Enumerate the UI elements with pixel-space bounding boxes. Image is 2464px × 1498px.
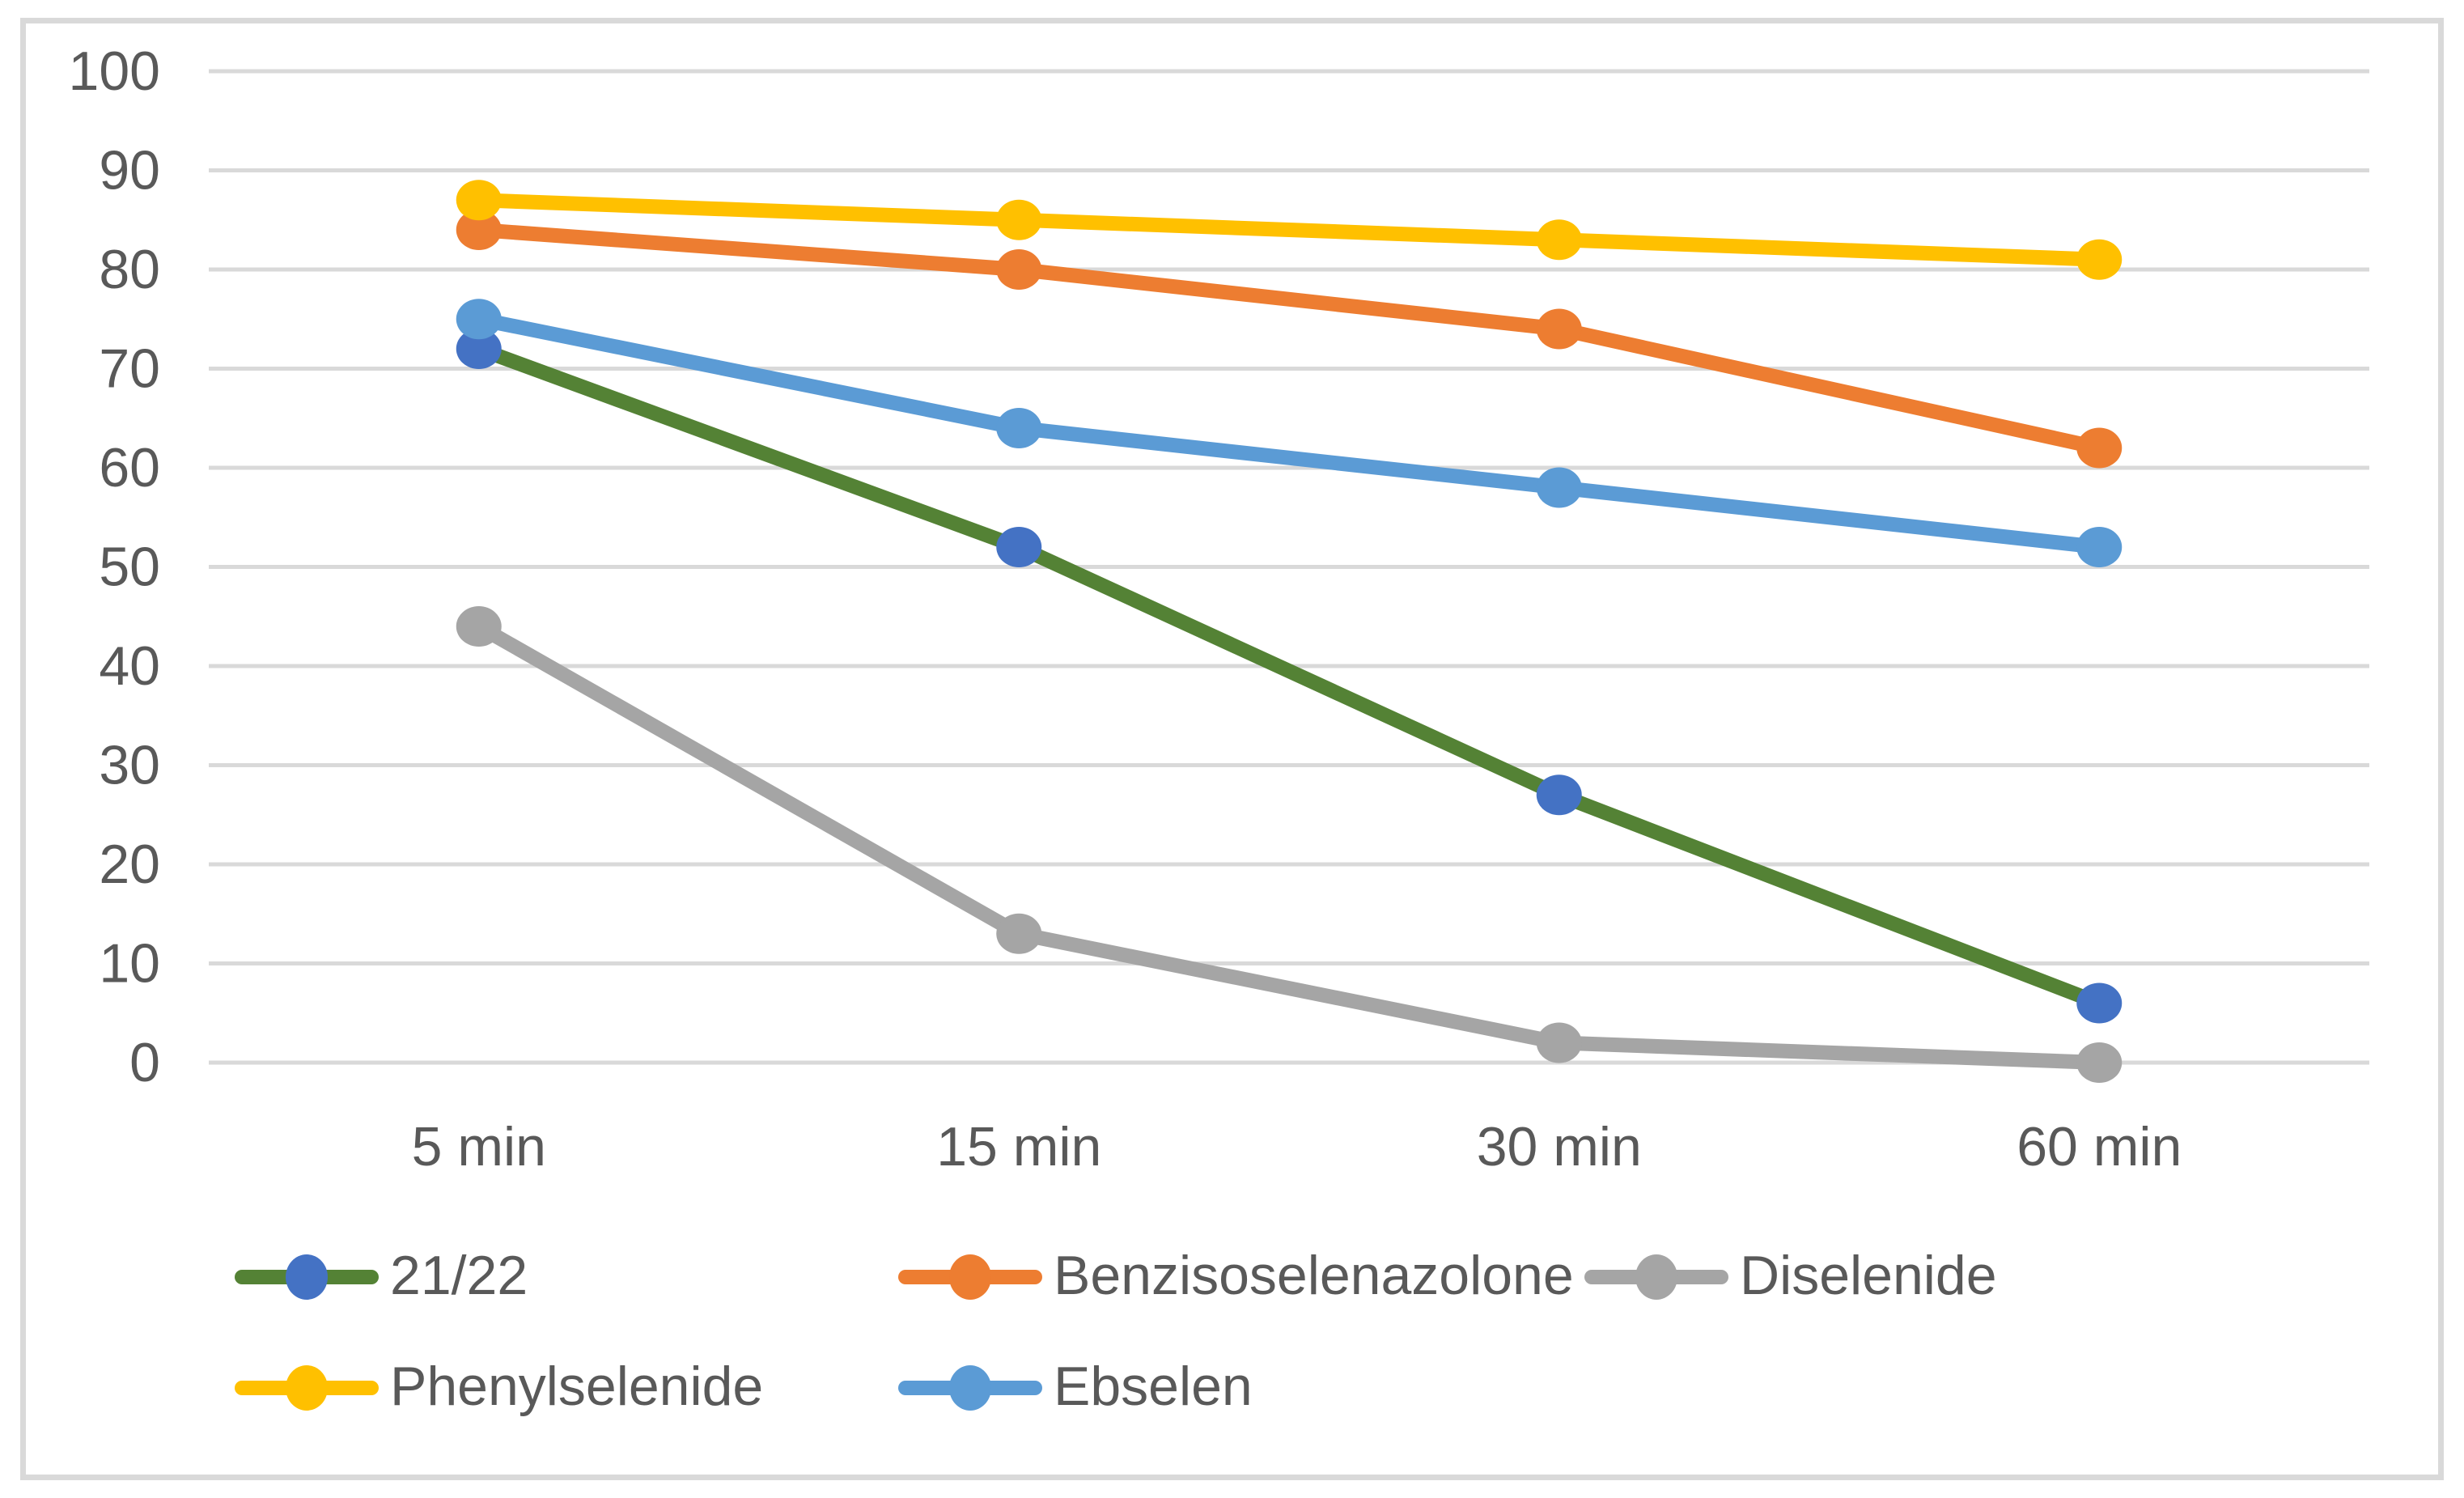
legend-item-ebselen: Ebselen [898, 1359, 1253, 1417]
y-axis-label-100: 100 [69, 40, 160, 102]
legend-item-benzisoselenazolone: Benzisoselenazolone [898, 1248, 1574, 1306]
series-line-phenylselenide [471, 193, 2107, 267]
data-point-diselenide-15-min [996, 913, 1042, 954]
data-point-ebselen-5-min [456, 299, 502, 340]
data-point-21-22-30-min [1536, 774, 1582, 816]
legend-item-diselenide: Diselenide [1584, 1248, 1997, 1306]
y-axis-label-90: 90 [99, 140, 160, 202]
legend-label: Diselenide [1740, 1245, 1997, 1306]
legend-marker-dot [1635, 1254, 1677, 1300]
series-line-benzisoselenazolone [471, 223, 2107, 456]
legend-swatch-diselenide [1584, 1254, 1728, 1300]
data-point-ebselen-60-min [2076, 527, 2123, 567]
data-point-phenylselenide-60-min [2076, 239, 2123, 280]
data-point-diselenide-60-min [2076, 1042, 2123, 1083]
data-point-benzisoselenazolone-5-min [456, 210, 502, 250]
x-axis-label-15-min: 15 min [936, 1116, 1101, 1178]
data-point-phenylselenide-15-min [996, 199, 1042, 240]
x-axis-label-30-min: 30 min [1477, 1116, 1642, 1178]
legend-swatch-benzisoselenazolone [898, 1254, 1042, 1300]
y-axis-label-40: 40 [99, 635, 160, 697]
data-point-benzisoselenazolone-15-min [996, 249, 1042, 290]
y-axis-label-70: 70 [99, 338, 160, 400]
y-axis-label-0: 0 [129, 1032, 160, 1093]
legend-swatch-ebselen [898, 1365, 1042, 1411]
data-point-phenylselenide-5-min [456, 180, 502, 221]
legend-label: 21/22 [390, 1245, 528, 1306]
data-point-21-22-5-min [456, 329, 502, 369]
x-axis-label-60-min: 60 min [2017, 1116, 2182, 1178]
series-line-ebselen [471, 312, 2107, 554]
data-point-benzisoselenazolone-30-min [1536, 308, 1582, 350]
legend-swatch-phenylselenide [235, 1365, 379, 1411]
series-line-diselenide [471, 619, 2107, 1070]
y-axis-label-60: 60 [99, 437, 160, 499]
data-point-diselenide-5-min [456, 606, 502, 647]
y-axis-label-30: 30 [99, 735, 160, 796]
legend-marker-dot [949, 1365, 991, 1411]
data-point-benzisoselenazolone-60-min [2076, 427, 2123, 469]
data-point-ebselen-15-min [996, 408, 1042, 448]
legend-item-21-22: 21/22 [235, 1248, 528, 1306]
legend-marker-dot [949, 1254, 991, 1300]
y-axis-label-80: 80 [99, 239, 160, 300]
y-axis-label-10: 10 [99, 933, 160, 995]
legend-label: Ebselen [1054, 1356, 1253, 1417]
series-line-21-22 [471, 342, 2107, 1011]
data-point-diselenide-30-min [1536, 1022, 1582, 1063]
data-point-21-22-60-min [2076, 982, 2123, 1024]
legend-label: Benzisoselenazolone [1054, 1245, 1574, 1306]
y-axis-label-20: 20 [99, 834, 160, 895]
data-point-phenylselenide-30-min [1536, 219, 1582, 261]
legend-marker-dot [286, 1254, 328, 1300]
x-axis-label-5-min: 5 min [412, 1116, 546, 1178]
data-point-ebselen-30-min [1536, 467, 1582, 508]
legend-marker-dot [286, 1365, 328, 1411]
legend-item-phenylselenide: Phenylselenide [235, 1359, 763, 1417]
y-axis-label-50: 50 [99, 537, 160, 598]
legend-label: Phenylselenide [390, 1356, 764, 1417]
data-point-21-22-15-min [996, 527, 1042, 567]
legend-swatch-21-22 [235, 1254, 379, 1300]
